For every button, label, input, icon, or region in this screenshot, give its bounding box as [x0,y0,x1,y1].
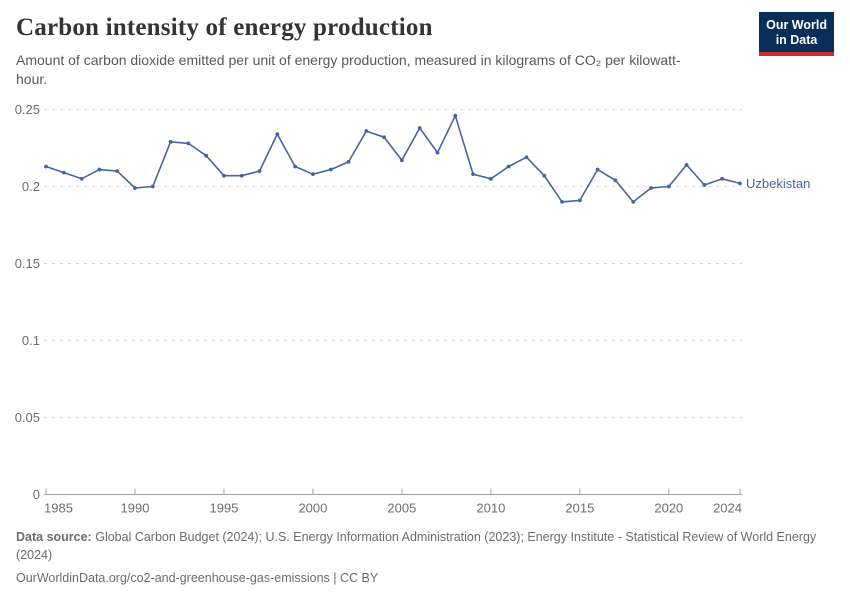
data-point[interactable] [488,176,493,181]
data-point[interactable] [222,173,226,178]
data-point[interactable] [435,150,440,155]
x-axis-label: 2000 [298,501,327,516]
owid-logo-line1: Our World [766,18,827,32]
x-axis-label: 1985 [44,501,73,516]
x-axis-label: 2015 [565,501,594,516]
data-point[interactable] [506,164,511,169]
data-point[interactable] [684,163,689,167]
data-point[interactable] [150,184,155,189]
data-point[interactable] [61,170,66,175]
series-line-uzbekistan[interactable] [45,114,741,203]
data-point[interactable] [133,186,137,190]
x-axis-label: 2020 [654,501,683,516]
data-point[interactable] [204,153,209,158]
x-axis-label: 2024 [713,501,742,516]
data-point[interactable] [382,135,387,140]
data-point[interactable] [346,159,351,164]
data-point[interactable] [471,172,475,177]
data-point[interactable] [649,186,653,190]
data-point[interactable] [542,173,547,178]
x-axis-label: 2010 [476,501,505,516]
data-point[interactable] [560,200,564,204]
line-chart[interactable]: 0 0.05 0.1 0.15 0.2 0.25 1985 1990 1995 2000 2005 2… [0,95,850,530]
data-source-label: Data source: [16,530,92,544]
owid-logo[interactable]: Our World in Data [759,12,834,56]
data-point[interactable] [613,178,618,183]
data-point[interactable] [666,184,671,189]
owid-logo-line2: in Data [775,32,818,47]
page-title: Carbon intensity of energy production [16,14,433,41]
license-line[interactable]: OurWorldinData.org/co2-and-greenhouse-ga… [16,570,379,585]
data-point[interactable] [168,139,173,144]
data-point[interactable] [311,172,315,177]
y-axis-label: 0.05 [15,410,40,425]
data-point[interactable] [257,169,262,173]
data-point[interactable] [328,167,333,172]
y-axis-label: 0.1 [22,333,40,348]
data-point[interactable] [631,200,636,204]
data-point[interactable] [453,113,458,118]
data-point[interactable] [417,126,422,130]
data-source-line: Data source: Global Carbon Budget (2024)… [16,529,834,565]
x-axis-label: 1990 [121,501,150,516]
data-point[interactable] [115,169,120,173]
y-axis-label: 0 [33,487,40,502]
data-point[interactable] [275,132,280,137]
data-point[interactable] [44,164,48,169]
y-axis-label: 0.15 [15,256,40,271]
chart-footer: Data source: Global Carbon Budget (2024)… [16,529,834,587]
chart-area[interactable]: 0 0.05 0.1 0.15 0.2 0.25 1985 1990 1995 2000 2005 2… [0,95,850,530]
data-point[interactable] [524,155,529,160]
y-axis-label: 0.25 [15,102,40,117]
x-axis-label: 2005 [387,501,416,516]
data-point[interactable] [720,176,725,181]
data-point[interactable] [293,164,298,169]
data-point[interactable] [79,176,84,181]
data-point[interactable] [399,158,404,163]
data-point[interactable] [364,129,369,133]
data-point[interactable] [595,167,600,172]
x-axis-label: 1995 [209,501,238,516]
data-point[interactable] [97,167,102,172]
data-point[interactable] [577,198,582,203]
data-point[interactable] [738,181,742,186]
series-label-uzbekistan[interactable]: Uzbekistan [746,176,810,191]
data-point[interactable] [186,141,191,146]
chart-subtitle: Amount of carbon dioxide emitted per uni… [16,52,681,87]
data-source-text: Global Carbon Budget (2024); U.S. Energy… [16,530,817,562]
data-point[interactable] [702,183,707,187]
y-axis-label: 0.2 [22,179,40,194]
data-point[interactable] [239,173,244,178]
